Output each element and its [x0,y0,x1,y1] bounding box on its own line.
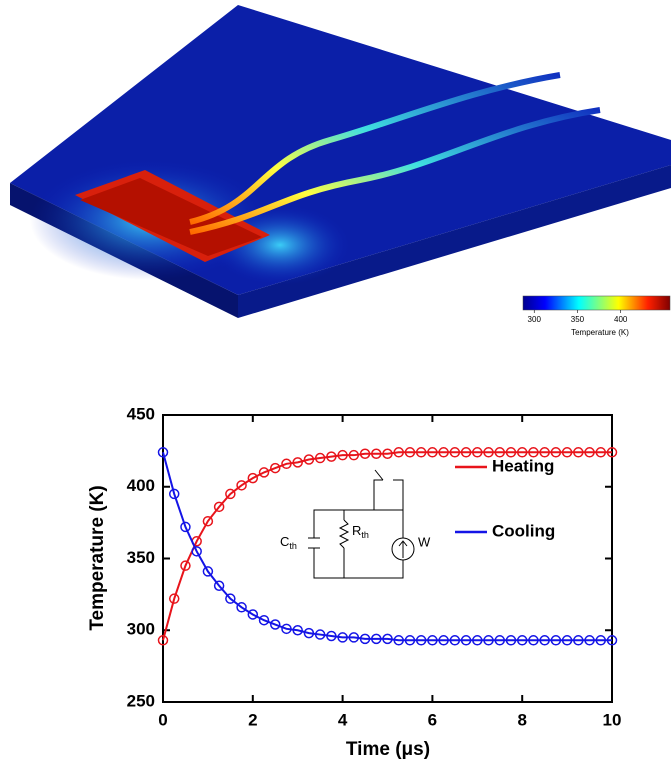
y-tick-label: 400 [127,476,155,495]
device-render [10,5,671,318]
y-axis-label: Temperature (K) [87,485,108,630]
figure: Temperature (K) Time (μs) Temperature (K… [0,0,671,765]
y-tick-label: 300 [127,620,155,639]
x-tick-label: 8 [517,710,526,729]
y-tick-label: 350 [127,548,155,567]
w-label: W [418,534,431,549]
colorbar-tick-label: 400 [614,315,628,324]
colorbar-label: Temperature (K) [571,328,629,337]
x-tick-label: 0 [158,710,167,729]
page: {"colorbar": {"label": "Temperature (K)"… [0,0,671,765]
x-axis-label: Time (μs) [346,739,430,760]
legend-label: Cooling [492,521,555,540]
y-tick-label: 250 [127,691,155,710]
x-tick-label: 10 [603,710,622,729]
colorbar [523,296,670,310]
c-sub: th [289,541,297,551]
c-label: Cth [280,534,297,551]
x-tick-label: 2 [248,710,257,729]
r-sub: th [361,530,369,540]
series-line [163,452,612,640]
c-main: C [280,534,289,549]
y-tick-label: 450 [127,404,155,423]
r-label: Rth [352,523,369,540]
r-main: R [352,523,361,538]
x-tick-label: 6 [428,710,437,729]
x-tick-label: 4 [338,710,348,729]
colorbar-tick-label: 300 [528,315,542,324]
colorbar-tick-label: 350 [571,315,585,324]
series-line [163,452,612,640]
legend-label: Heating [492,456,554,475]
